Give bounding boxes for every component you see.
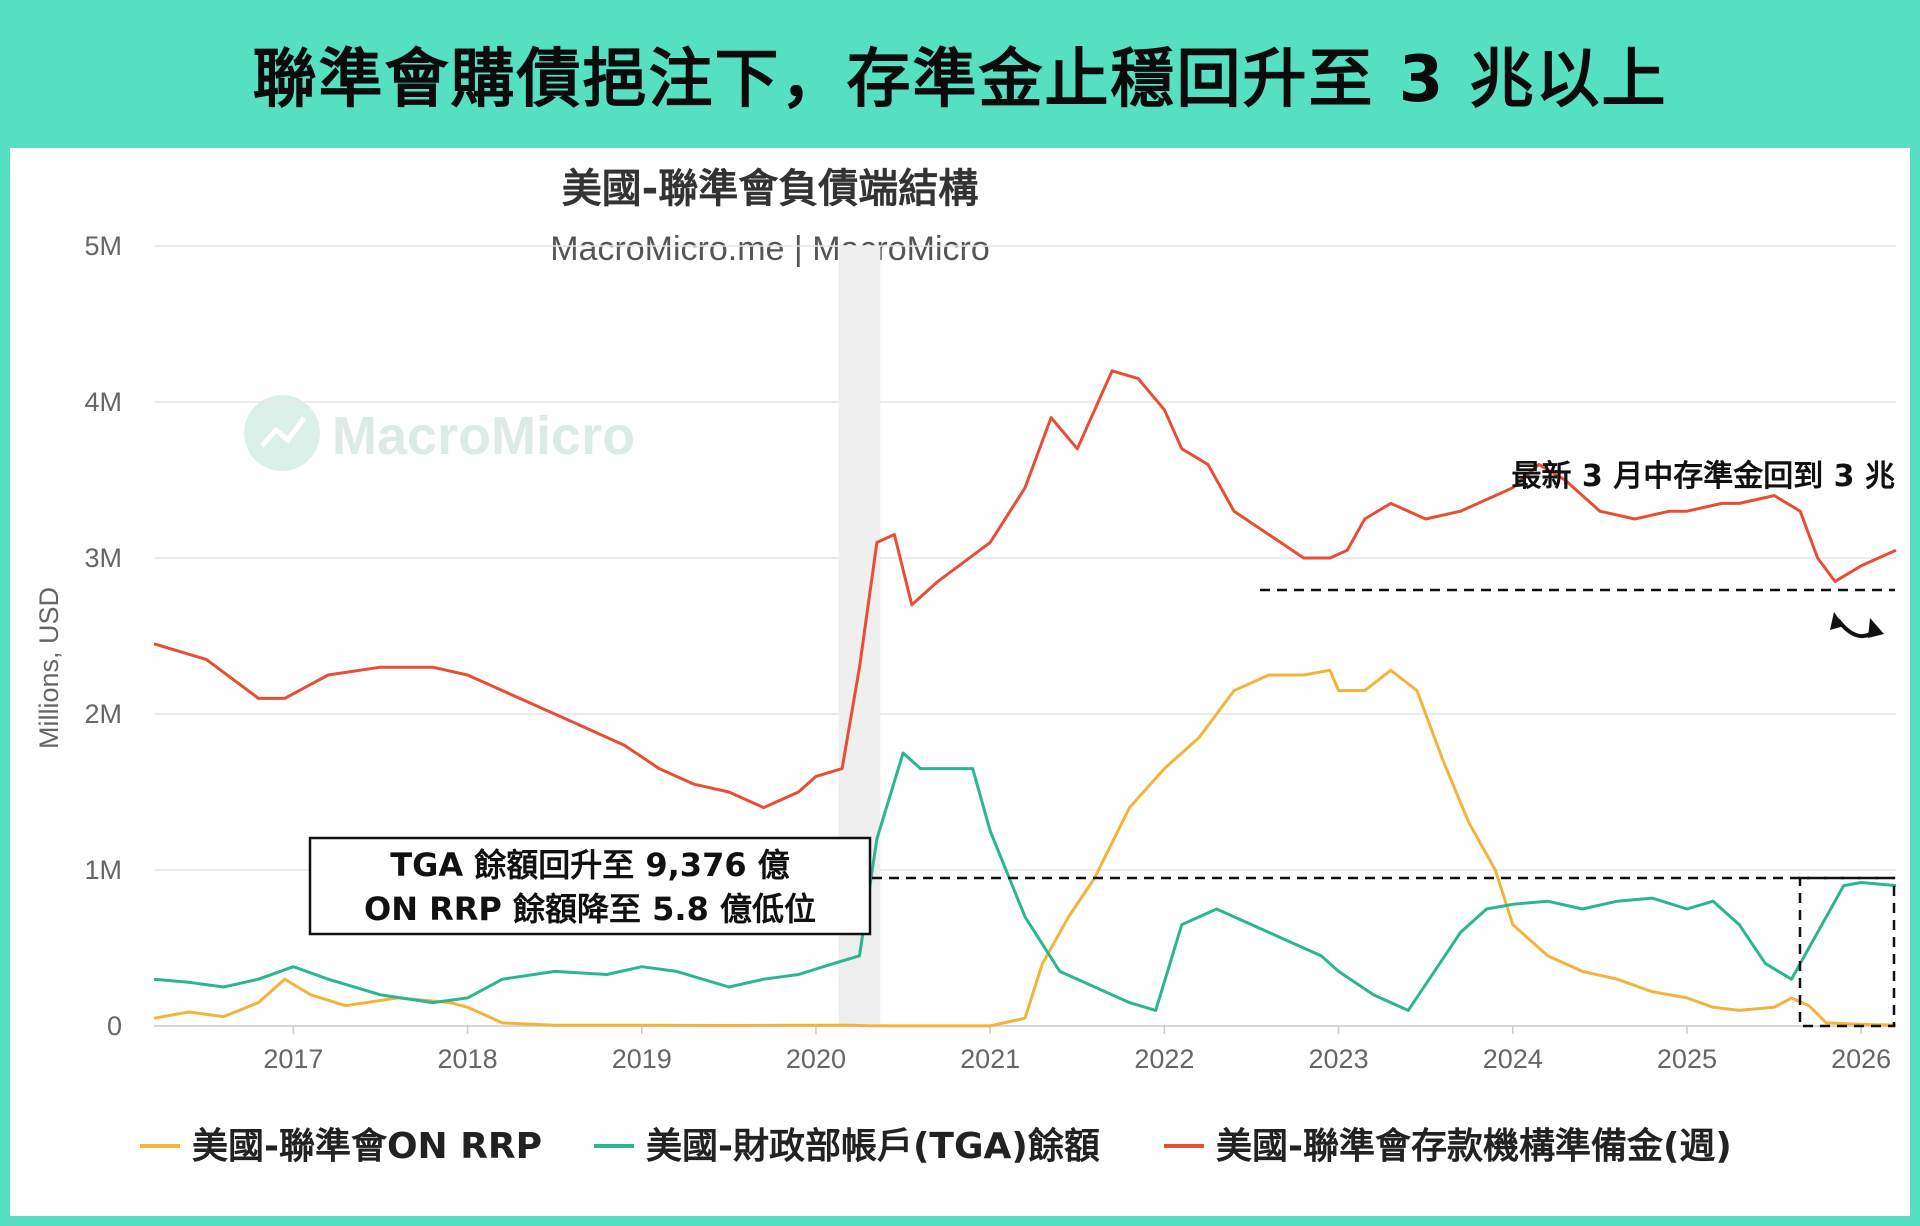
grid <box>154 245 1896 1027</box>
y-axis: 0 1M 2M 3M 4M 5M <box>84 231 122 1041</box>
banner-title: 聯準會購債挹注下，存準金止穩回升至 3 兆以上 <box>252 43 1668 117</box>
chart-title: 美國-聯準會負債端結構 <box>562 166 979 212</box>
watermark-text: MacroMicro <box>332 406 635 466</box>
watermark-logo-mark <box>260 416 307 448</box>
x-tick-label: 2021 <box>960 1044 1020 1074</box>
x-tick-label: 2022 <box>1134 1044 1194 1074</box>
series-lines <box>153 369 1897 1028</box>
x-tick-label: 2025 <box>1657 1044 1717 1074</box>
recent-period-dashed-box <box>1798 876 1896 1028</box>
reserves-annotation: 最新 3 月中存準金回到 3 兆 <box>1511 459 1895 494</box>
y-axis-label: Millions, USD <box>34 587 64 749</box>
series-line-0 <box>153 668 1897 1028</box>
y-tick-label: 2M <box>84 699 122 729</box>
x-tick-label: 2019 <box>612 1044 672 1074</box>
series-line-1 <box>153 751 1897 1012</box>
legend-label: 美國-聯準會ON RRP <box>192 1126 542 1167</box>
rebound-arrowhead-icon <box>1868 618 1884 638</box>
x-tick-label: 2026 <box>1831 1044 1891 1074</box>
y-tick-label: 4M <box>84 387 122 417</box>
x-tick-label: 2024 <box>1483 1044 1543 1074</box>
legend-label: 美國-財政部帳戶(TGA)餘額 <box>646 1126 1100 1167</box>
series-line-2 <box>153 369 1897 810</box>
x-tick-label: 2020 <box>786 1044 846 1074</box>
y-tick-label: 3M <box>84 543 122 573</box>
legend-label: 美國-聯準會存款機構準備金(週) <box>1216 1125 1732 1167</box>
chart-svg: 美國-聯準會負債端結構 MacroMicro.me | MacroMicro M… <box>34 166 1897 1167</box>
banner: 聯準會購債挹注下，存準金止穩回升至 3 兆以上 <box>0 0 1920 148</box>
rebound-arrowtail-icon <box>1830 612 1844 630</box>
rrp-annotation-line: ON RRP 餘額降至 5.8 億低位 <box>364 890 816 928</box>
y-tick-label: 1M <box>84 855 122 885</box>
legend: 美國-聯準會ON RRP 美國-財政部帳戶(TGA)餘額 美國-聯準會存款機構準備金… <box>140 1125 1732 1167</box>
x-tick-label: 2023 <box>1309 1044 1369 1074</box>
tga-annotation-line: TGA 餘額回升至 9,376 億 <box>390 846 790 884</box>
annotations: 最新 3 月中存準金回到 3 兆 TGA 餘額回升至 9,376 億 ON RR… <box>308 459 1896 1028</box>
x-axis: 2017 2018 2019 2020 2021 2022 2023 2024 2025 2026 <box>263 1026 1891 1074</box>
watermark: MacroMicro <box>244 395 635 471</box>
x-tick-label: 2018 <box>438 1044 498 1074</box>
chart-panel: 美國-聯準會負債端結構 MacroMicro.me | MacroMicro M… <box>10 148 1910 1216</box>
y-tick-label: 5M <box>84 231 122 261</box>
chart-subtitle: MacroMicro.me | MacroMicro <box>550 230 990 268</box>
y-tick-label: 0 <box>107 1011 122 1041</box>
x-tick-label: 2017 <box>263 1044 323 1074</box>
tga-rrp-annotation-box <box>308 836 872 936</box>
